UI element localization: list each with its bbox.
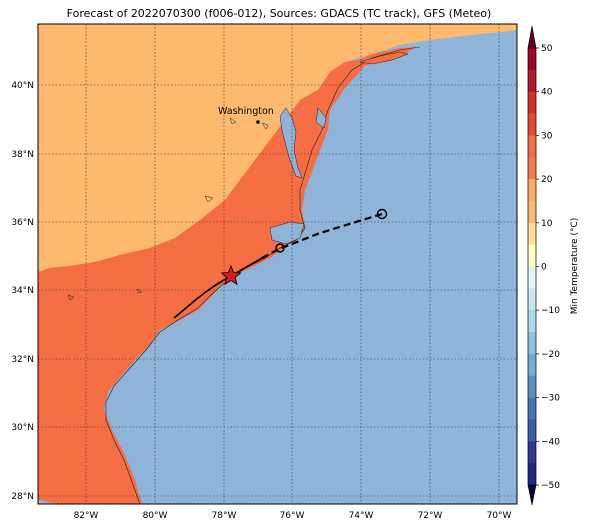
colorbar-max-extend xyxy=(527,25,537,49)
figure-title: Forecast of 2022070300 (f006-012), Sourc… xyxy=(67,7,492,20)
forecast-position-marker xyxy=(275,243,285,253)
colorbar-segment xyxy=(528,179,536,202)
colorbar-tick-label: 40 xyxy=(541,88,553,98)
colorbar-segment xyxy=(528,397,536,420)
lon-tick-labels: 82°W 80°W 78°W 76°W 74°W 72°W 70°W xyxy=(74,511,512,521)
colorbar-tick-label: −20 xyxy=(541,350,560,360)
lon-tick: 80°W xyxy=(143,511,168,521)
colorbar-segment xyxy=(528,200,536,224)
long-island xyxy=(359,51,409,65)
lat-tick: 30°N xyxy=(11,423,34,433)
coastline xyxy=(105,46,421,504)
lake-marks xyxy=(67,117,269,301)
lon-tick: 82°W xyxy=(74,511,99,521)
graticule xyxy=(38,24,517,504)
colorbar-segment xyxy=(528,266,536,289)
map-frame xyxy=(37,23,518,505)
colorbar-tick-label: −40 xyxy=(541,437,560,447)
colorbar-min-extend xyxy=(527,484,537,506)
colorbar-tick-label: −30 xyxy=(541,394,560,404)
forecast-position-marker-end xyxy=(376,208,388,220)
colorbar-segment xyxy=(528,310,536,333)
colorbar-segment xyxy=(528,222,536,245)
lat-tick: 34°N xyxy=(11,286,34,296)
delaware-bay xyxy=(315,107,327,129)
colorbar-tick-label: 10 xyxy=(541,219,553,229)
map-panel: Washington xyxy=(37,23,518,505)
lat-tick: 40°N xyxy=(11,81,34,91)
lat-tick: 32°N xyxy=(11,355,34,365)
colorbar-segment xyxy=(528,288,536,311)
lon-tick: 72°W xyxy=(418,511,443,521)
colorbar-segment xyxy=(528,135,536,158)
colorbar-segment xyxy=(528,48,536,71)
colorbar-tick-label: 50 xyxy=(541,44,553,54)
colorbar-segment xyxy=(528,113,536,136)
colorbar-segment xyxy=(528,441,536,464)
lat-tick-labels: 40°N 38°N 36°N 34°N 32°N 30°N 28°N xyxy=(11,81,34,502)
colorbar-tick-label: 0 xyxy=(541,263,547,273)
inland-land-region xyxy=(38,24,517,272)
colorbar-segment xyxy=(528,69,536,92)
storm-position-star-icon xyxy=(220,264,242,286)
colorbar-tick-label: −10 xyxy=(541,306,560,316)
lat-tick: 28°N xyxy=(11,492,34,502)
city-label: Washington xyxy=(218,106,274,117)
colorbar-segment xyxy=(528,332,536,355)
colorbar-tick-label: 30 xyxy=(541,131,553,141)
lon-tick: 74°W xyxy=(349,511,374,521)
lon-tick: 78°W xyxy=(212,511,237,521)
colorbar-segment xyxy=(528,91,536,114)
colorbar-segment xyxy=(528,353,536,377)
lat-tick: 38°N xyxy=(11,150,34,160)
lon-tick: 70°W xyxy=(487,511,512,521)
colorbar-segment xyxy=(528,463,536,486)
colorbar-label: Min Temperature (°C) xyxy=(570,218,580,315)
colorbar-segment xyxy=(528,419,536,442)
colorbar-tick-label: 20 xyxy=(541,175,553,185)
colorbar-segment xyxy=(528,375,536,398)
lon-tick: 76°W xyxy=(280,511,305,521)
city-marker xyxy=(256,120,260,124)
colorbar-segment xyxy=(528,157,536,180)
colorbar-segment xyxy=(528,244,536,267)
colorbar: 50 40 30 20 10 0 −10 −20 −30 −40 −50 Min Temperatu… xyxy=(527,25,580,506)
colorbar-tick-label: −50 xyxy=(541,481,560,491)
lat-tick: 36°N xyxy=(11,218,34,228)
chesapeake-bay xyxy=(279,107,303,179)
